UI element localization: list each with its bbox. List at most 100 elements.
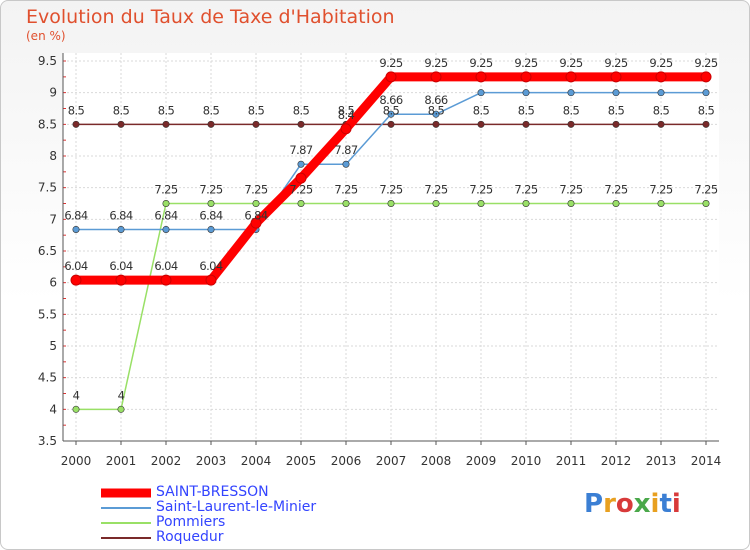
logo-letter: x bbox=[633, 489, 651, 519]
data-point-roquedur bbox=[612, 120, 620, 128]
data-label-roquedur: 8.5 bbox=[338, 103, 355, 117]
y-tick-label: 5.5 bbox=[38, 307, 57, 321]
data-point-pommiers bbox=[162, 200, 170, 208]
data-point-pommiers bbox=[702, 200, 710, 208]
data-label-roquedur: 8.5 bbox=[158, 103, 175, 117]
legend-label-saint-bresson: SAINT-BRESSON bbox=[156, 484, 269, 500]
chart-title: Evolution du Taux de Taxe d'Habitation bbox=[26, 6, 395, 28]
data-point-saint-bresson bbox=[115, 274, 127, 286]
data-point-saint-laurent-le-minier bbox=[567, 89, 575, 97]
logo-letter: r bbox=[603, 489, 616, 519]
data-point-saint-laurent-le-minier bbox=[207, 225, 215, 233]
data-label-roquedur: 8.5 bbox=[473, 103, 490, 117]
data-point-pommiers bbox=[657, 200, 665, 208]
x-tick-label: 2001 bbox=[106, 454, 137, 468]
data-point-roquedur bbox=[657, 120, 665, 128]
legend-label-roquedur: Roquedur bbox=[156, 529, 224, 545]
data-label-pommiers: 4 bbox=[118, 388, 125, 402]
y-axis-unit: (en %) bbox=[26, 29, 66, 43]
data-point-pommiers bbox=[207, 200, 215, 208]
x-tick-label: 2004 bbox=[241, 454, 272, 468]
legend-label-pommiers: Pommiers bbox=[156, 514, 226, 530]
data-point-roquedur bbox=[72, 120, 80, 128]
data-point-roquedur bbox=[207, 120, 215, 128]
data-label-saint-laurent-le-minier: 6.84 bbox=[64, 208, 87, 222]
data-label-saint-laurent-le-minier: 7.87 bbox=[289, 143, 312, 157]
data-label-pommiers: 7.25 bbox=[604, 183, 627, 197]
data-label-pommiers: 7.25 bbox=[379, 183, 402, 197]
data-label-pommiers: 7.25 bbox=[334, 183, 357, 197]
data-label-pommiers: 7.25 bbox=[694, 183, 717, 197]
data-label-saint-bresson: 9.25 bbox=[424, 56, 447, 70]
data-label-saint-bresson: 9.25 bbox=[559, 56, 582, 70]
data-label-pommiers: 7.25 bbox=[199, 183, 222, 197]
x-tick-label: 2012 bbox=[601, 454, 632, 468]
data-label-pommiers: 7.25 bbox=[424, 183, 447, 197]
data-label-pommiers: 4 bbox=[73, 388, 80, 402]
data-label-saint-bresson: 8.4 bbox=[338, 108, 355, 122]
data-label-pommiers: 7.25 bbox=[649, 183, 672, 197]
data-point-saint-bresson bbox=[295, 172, 307, 184]
data-label-pommiers: 7.25 bbox=[244, 183, 267, 197]
data-point-roquedur bbox=[567, 120, 575, 128]
y-tick-label: 7 bbox=[49, 212, 57, 226]
data-label-saint-bresson: 6.04 bbox=[199, 259, 222, 273]
data-label-roquedur: 8.5 bbox=[428, 103, 445, 117]
logo-letter: o bbox=[615, 489, 634, 519]
data-label-roquedur: 8.5 bbox=[698, 103, 715, 117]
y-tick-label: 9.5 bbox=[38, 54, 57, 68]
data-label-saint-bresson: 9.25 bbox=[379, 56, 402, 70]
logo-letter: i bbox=[650, 489, 660, 519]
data-point-pommiers bbox=[612, 200, 620, 208]
y-tick-label: 4.5 bbox=[38, 371, 57, 385]
data-label-saint-bresson: 9.25 bbox=[514, 56, 537, 70]
y-tick-label: 9 bbox=[49, 86, 57, 100]
data-label-saint-laurent-le-minier: 6.84 bbox=[244, 208, 267, 222]
data-label-pommiers: 7.25 bbox=[289, 183, 312, 197]
data-label-roquedur: 8.5 bbox=[518, 103, 535, 117]
proxiti-logo: Proxiti bbox=[584, 489, 681, 519]
data-point-saint-laurent-le-minier bbox=[162, 225, 170, 233]
x-tick-label: 2014 bbox=[691, 454, 722, 468]
data-label-roquedur: 8.5 bbox=[563, 103, 580, 117]
data-label-pommiers: 7.25 bbox=[514, 183, 537, 197]
data-point-roquedur bbox=[702, 120, 710, 128]
data-label-saint-laurent-le-minier: 8.66 bbox=[424, 93, 447, 107]
logo-letter: t bbox=[659, 489, 672, 519]
data-point-roquedur bbox=[522, 120, 530, 128]
data-point-saint-laurent-le-minier bbox=[297, 160, 305, 168]
data-label-roquedur: 8.5 bbox=[653, 103, 670, 117]
data-label-saint-laurent-le-minier: 6.84 bbox=[109, 208, 132, 222]
data-point-roquedur bbox=[477, 120, 485, 128]
x-tick-label: 2009 bbox=[466, 454, 497, 468]
x-tick-label: 2002 bbox=[151, 454, 182, 468]
data-label-saint-laurent-le-minier: 6.84 bbox=[199, 208, 222, 222]
data-point-saint-bresson bbox=[340, 123, 352, 135]
data-point-saint-laurent-le-minier bbox=[612, 89, 620, 97]
data-point-saint-bresson bbox=[70, 274, 82, 286]
data-point-saint-laurent-le-minier bbox=[387, 110, 395, 118]
data-point-saint-bresson bbox=[655, 71, 667, 83]
y-tick-label: 8.5 bbox=[38, 117, 57, 131]
data-point-pommiers bbox=[567, 200, 575, 208]
data-label-pommiers: 7.25 bbox=[154, 183, 177, 197]
data-point-saint-laurent-le-minier bbox=[117, 225, 125, 233]
y-tick-label: 3.5 bbox=[38, 434, 57, 448]
x-tick-label: 2006 bbox=[331, 454, 362, 468]
data-point-roquedur bbox=[117, 120, 125, 128]
data-point-saint-bresson bbox=[430, 71, 442, 83]
data-point-roquedur bbox=[297, 120, 305, 128]
x-tick-label: 2003 bbox=[196, 454, 227, 468]
legend-label-saint-laurent-le-minier: Saint-Laurent-le-Minier bbox=[156, 499, 317, 515]
data-point-saint-laurent-le-minier bbox=[702, 89, 710, 97]
data-point-pommiers bbox=[297, 200, 305, 208]
data-point-saint-bresson bbox=[610, 71, 622, 83]
data-point-saint-laurent-le-minier bbox=[342, 160, 350, 168]
data-point-saint-bresson bbox=[205, 274, 217, 286]
data-point-saint-laurent-le-minier bbox=[522, 89, 530, 97]
data-label-roquedur: 8.5 bbox=[203, 103, 220, 117]
data-point-saint-bresson bbox=[385, 71, 397, 83]
logo-letter: i bbox=[671, 489, 681, 519]
y-tick-label: 6.5 bbox=[38, 244, 57, 258]
